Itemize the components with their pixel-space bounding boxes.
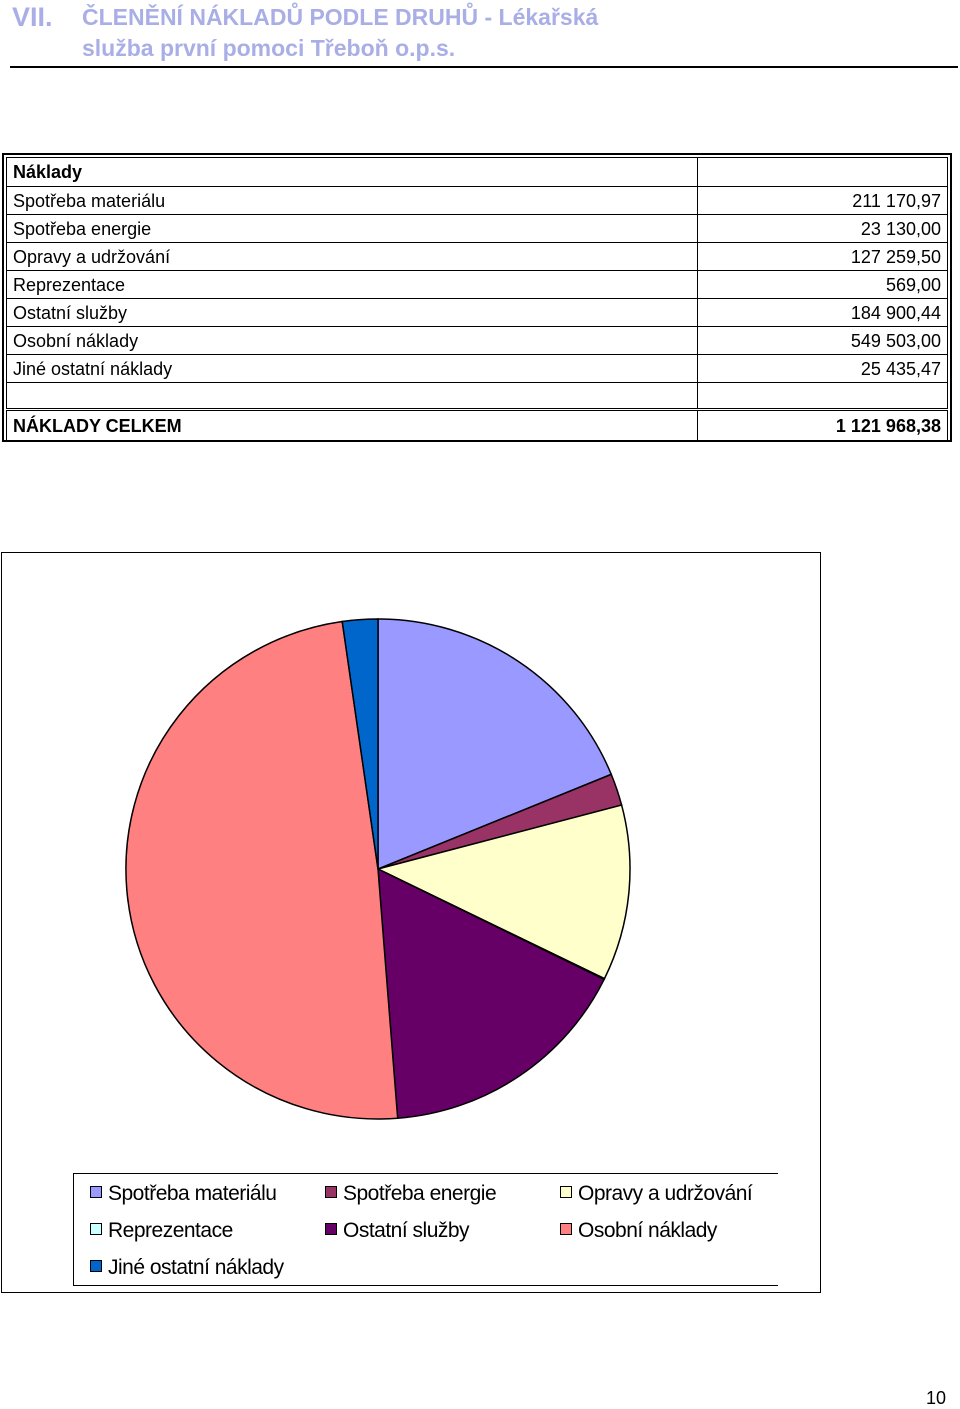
pie-chart: Spotřeba materiálu Spotřeba energie Opravy… (1, 552, 821, 1293)
cost-label: Jiné ostatní náklady (6, 354, 698, 383)
table-row: Osobní náklady 549 503,00 (6, 326, 948, 355)
cost-value: 211 170,97 (697, 186, 948, 215)
legend-label: Opravy a udržování (578, 1182, 753, 1205)
cost-label: Spotřeba energie (6, 214, 698, 243)
costs-table: Náklady Spotřeba materiálu 211 170,97 Spot… (6, 157, 948, 442)
table-row: Reprezentace 569,00 (6, 270, 948, 299)
legend-item: Opravy a udržování (560, 1181, 753, 1207)
blank-cell (697, 382, 948, 410)
legend-label: Jiné ostatní náklady (108, 1256, 284, 1279)
cost-value: 25 435,47 (697, 354, 948, 383)
legend-item: Jiné ostatní náklady (90, 1255, 284, 1281)
legend-swatch (325, 1186, 337, 1199)
legend-label: Spotřeba materiálu (108, 1182, 277, 1205)
cost-value: 549 503,00 (697, 326, 948, 355)
cost-label: Opravy a udržování (6, 242, 698, 271)
cost-value: 127 259,50 (697, 242, 948, 271)
cost-value: 569,00 (697, 270, 948, 299)
total-label: NÁKLADY CELKEM (6, 408, 698, 442)
table-row: Jiné ostatní náklady 25 435,47 (6, 354, 948, 383)
pie-chart-svg (125, 618, 631, 1120)
cost-label: Spotřeba materiálu (6, 186, 698, 215)
section-title-line2: služba první pomoci Třeboň o.p.s. (82, 35, 456, 61)
legend-label: Ostatní služby (343, 1219, 470, 1242)
legend-label: Reprezentace (108, 1219, 233, 1242)
table-row: Spotřeba energie 23 130,00 (6, 214, 948, 243)
legend-label: Osobní náklady (578, 1219, 717, 1242)
blank-row (6, 382, 948, 410)
pie-slice-6 (125, 620, 399, 1120)
legend-item: Osobní náklady (560, 1218, 717, 1244)
total-value: 1 121 968,38 (697, 408, 948, 442)
table-header-label: Náklady (6, 157, 698, 187)
cost-label: Osobní náklady (6, 326, 698, 355)
cost-value: 23 130,00 (697, 214, 948, 243)
heading-rule (10, 66, 958, 68)
legend-swatch (90, 1223, 102, 1236)
table-header-row: Náklady (6, 157, 948, 187)
table-row: Ostatní služby 184 900,44 (6, 298, 948, 327)
pie-slice-7 (341, 618, 379, 870)
legend-swatch (325, 1223, 337, 1236)
chart-legend: Spotřeba materiálu Spotřeba energie Opravy… (73, 1173, 778, 1286)
legend-label: Spotřeba energie (343, 1182, 497, 1205)
table-header-value (697, 157, 948, 187)
section-heading: VII. ČLENĚNÍ NÁKLADŮ PODLE DRUHŮ - Lékařs… (12, 2, 952, 64)
pie-slice-1 (377, 618, 613, 871)
cost-label: Ostatní služby (6, 298, 698, 327)
blank-cell (6, 382, 698, 410)
costs-table-frame: Náklady Spotřeba materiálu 211 170,97 Spot… (2, 153, 952, 442)
legend-swatch (560, 1223, 572, 1236)
legend-item: Spotřeba energie (325, 1181, 497, 1207)
legend-item: Reprezentace (90, 1218, 233, 1244)
table-row: Spotřeba materiálu 211 170,97 (6, 186, 948, 215)
page-number: 10 (926, 1388, 947, 1408)
pie-slice-5 (377, 867, 606, 1120)
legend-swatch (90, 1260, 102, 1273)
section-title-line1: ČLENĚNÍ NÁKLADŮ PODLE DRUHŮ - Lékařská (82, 4, 599, 30)
section-number: VII. (12, 2, 53, 32)
legend-swatch (560, 1186, 572, 1199)
legend-swatch (90, 1186, 102, 1199)
cost-value: 184 900,44 (697, 298, 948, 327)
pie-slice-3 (375, 804, 631, 980)
legend-item: Ostatní služby (325, 1218, 470, 1244)
table-row: Opravy a udržování 127 259,50 (6, 242, 948, 271)
total-row: NÁKLADY CELKEM 1 121 968,38 (6, 408, 948, 442)
legend-item: Spotřeba materiálu (90, 1181, 277, 1207)
cost-label: Reprezentace (6, 270, 698, 299)
